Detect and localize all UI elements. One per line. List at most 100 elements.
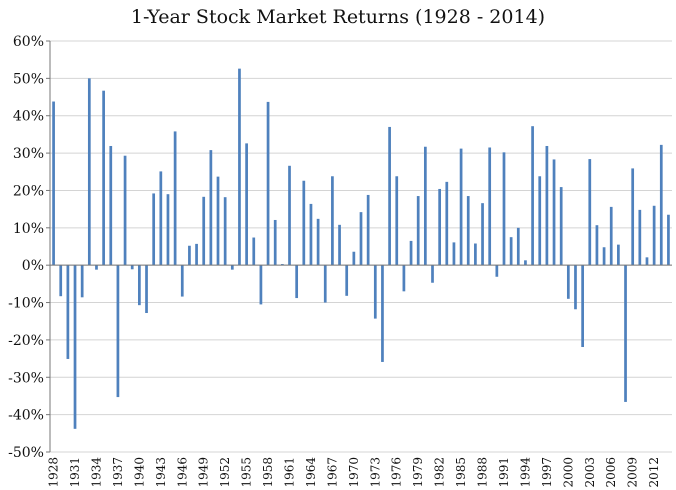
x-tick-label: 1934 [90, 457, 104, 488]
bar-1934 [95, 265, 98, 270]
x-tick-label: 1943 [154, 457, 168, 488]
bar-1987 [474, 243, 477, 266]
bar-1974 [381, 265, 384, 362]
bar-1997 [545, 145, 549, 266]
bar-1968 [338, 224, 341, 266]
bar-2014 [667, 214, 670, 266]
bar-2003 [588, 159, 592, 266]
bar-1981 [431, 265, 434, 283]
bar-2012 [652, 205, 656, 266]
bar-1996 [538, 176, 542, 266]
bar-1977 [402, 265, 406, 292]
bar-1975 [388, 126, 391, 266]
bar-1954 [238, 68, 241, 266]
chart-title: 1-Year Stock Market Returns (1928 - 2014… [131, 6, 545, 28]
x-tick-label: 2000 [561, 457, 575, 488]
bar-1946 [180, 265, 184, 297]
bar-1990 [495, 265, 499, 277]
bar-1970 [352, 251, 356, 266]
bar-1949 [202, 196, 206, 266]
y-tick-label: 10% [13, 221, 44, 237]
bar-1928 [52, 101, 55, 266]
bar-1938 [123, 155, 127, 266]
y-tick-label: -40% [8, 408, 44, 424]
bar-1976 [395, 176, 399, 266]
bar-1965 [316, 218, 320, 266]
y-tick-label: -50% [8, 445, 44, 461]
bar-1957 [259, 265, 263, 305]
bar-1956 [252, 237, 256, 266]
y-axis-ticks: 60% 50% 40% 30% 20% 10% 0% -10% -20% -30% -40% -50% [8, 34, 50, 461]
x-axis-ticks: 1928 1931 1934 1937 1940 1943 1946 1949 1952 1955… [47, 457, 661, 488]
bar-2005 [602, 247, 606, 266]
bar-1994 [524, 260, 527, 266]
bar-1998 [552, 159, 556, 266]
bar-1986 [466, 196, 470, 266]
y-tick-label: 20% [13, 183, 44, 199]
bar-2007 [617, 244, 620, 266]
x-tick-label: 1994 [518, 457, 532, 488]
x-tick-label: 1988 [476, 457, 490, 488]
y-tick-label: -30% [8, 370, 44, 386]
y-tick-label: 30% [13, 146, 44, 162]
bar-1933 [87, 78, 91, 266]
bar-1959 [273, 219, 277, 266]
bar-1983 [445, 181, 449, 266]
bar-1929 [59, 265, 63, 297]
x-tick-label: 1949 [197, 457, 211, 488]
y-tick-label: 40% [13, 109, 44, 125]
y-tick-label: -20% [8, 333, 44, 349]
x-tick-label: 1958 [261, 457, 275, 488]
bar-1952 [223, 197, 227, 266]
bar-1967 [331, 176, 334, 266]
bar-1979 [416, 196, 420, 266]
bar-1963 [302, 180, 306, 266]
x-tick-label: 1940 [132, 457, 146, 488]
bar-1958 [266, 101, 270, 266]
bar-1966 [323, 265, 327, 303]
bar-2001 [574, 265, 577, 310]
bar-1980 [423, 146, 427, 266]
bar-1953 [230, 265, 234, 270]
x-tick-label: 1928 [47, 457, 61, 488]
bar-1973 [373, 265, 377, 319]
x-tick-label: 1946 [175, 457, 189, 488]
bar-1961 [288, 165, 291, 266]
x-tick-label: 2006 [604, 457, 618, 488]
x-tick-label: 1973 [368, 457, 382, 488]
bar-1991 [502, 152, 506, 266]
bar-1955 [245, 143, 248, 266]
y-tick-label: 0% [22, 258, 44, 274]
x-tick-label: 2009 [626, 457, 640, 488]
x-tick-label: 2012 [647, 457, 661, 488]
bar-2000 [566, 265, 570, 299]
y-tick-label: -10% [8, 296, 44, 312]
bar-2013 [659, 144, 663, 266]
y-tick-label: 50% [13, 71, 44, 87]
bar-1971 [359, 212, 363, 266]
x-tick-label: 1979 [411, 457, 425, 488]
bar-2010 [638, 209, 642, 266]
bar-1999 [559, 187, 563, 266]
bar-1982 [438, 188, 442, 266]
bar-1945 [173, 131, 177, 266]
bar-2006 [609, 206, 613, 266]
bar-1935 [102, 90, 105, 266]
x-tick-label: 1952 [218, 457, 232, 488]
bar-1939 [130, 265, 134, 270]
bar-1937 [116, 265, 120, 398]
bar-1941 [145, 265, 148, 314]
bar-1993 [516, 227, 520, 266]
bar-1964 [309, 203, 313, 266]
bar-2008 [624, 265, 627, 402]
x-tick-label: 1970 [347, 457, 361, 488]
y-tick-label: 60% [13, 34, 44, 50]
x-tick-label: 1985 [454, 457, 468, 488]
bar-2011 [645, 257, 649, 266]
x-tick-label: 1964 [304, 457, 318, 488]
bar-1944 [166, 194, 170, 266]
bar-1984 [452, 242, 456, 266]
x-tick-label: 1997 [540, 457, 554, 488]
bar-2009 [631, 168, 635, 266]
